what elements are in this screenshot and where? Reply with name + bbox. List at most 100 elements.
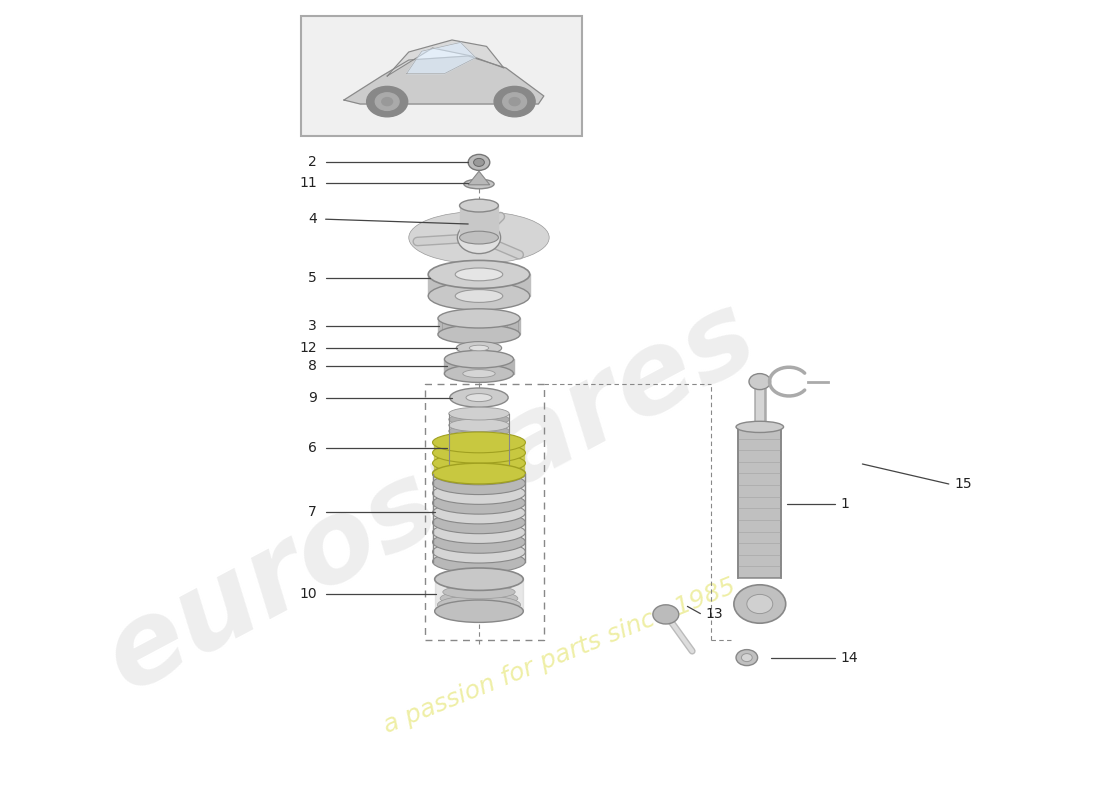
- Ellipse shape: [455, 290, 503, 302]
- Polygon shape: [434, 579, 524, 611]
- Circle shape: [741, 654, 752, 662]
- Ellipse shape: [450, 388, 508, 407]
- Polygon shape: [444, 359, 514, 374]
- Ellipse shape: [449, 413, 509, 426]
- Circle shape: [382, 98, 393, 106]
- Ellipse shape: [443, 586, 515, 598]
- Ellipse shape: [449, 459, 509, 472]
- Ellipse shape: [432, 550, 526, 573]
- Ellipse shape: [432, 472, 526, 494]
- Polygon shape: [387, 40, 504, 76]
- Text: 9: 9: [308, 390, 317, 405]
- Circle shape: [503, 93, 527, 110]
- Ellipse shape: [438, 325, 520, 344]
- Ellipse shape: [463, 370, 495, 378]
- Ellipse shape: [428, 261, 530, 289]
- Text: eurospares: eurospares: [87, 278, 774, 714]
- Polygon shape: [407, 42, 475, 74]
- Ellipse shape: [449, 407, 509, 420]
- Ellipse shape: [456, 342, 502, 354]
- Ellipse shape: [432, 482, 526, 504]
- Ellipse shape: [444, 365, 514, 382]
- Circle shape: [509, 98, 520, 106]
- Text: 1: 1: [840, 497, 849, 511]
- Polygon shape: [433, 442, 525, 453]
- Ellipse shape: [444, 350, 514, 368]
- Ellipse shape: [432, 502, 526, 524]
- Polygon shape: [432, 474, 526, 562]
- Text: 15: 15: [954, 477, 971, 491]
- Polygon shape: [344, 56, 543, 104]
- Circle shape: [458, 222, 500, 254]
- Text: 13: 13: [706, 606, 724, 621]
- Ellipse shape: [438, 309, 520, 328]
- Ellipse shape: [432, 492, 526, 514]
- Text: a passion for parts since 1985: a passion for parts since 1985: [381, 574, 739, 738]
- Ellipse shape: [438, 595, 520, 614]
- Ellipse shape: [432, 453, 526, 474]
- Circle shape: [469, 154, 490, 170]
- Circle shape: [474, 158, 484, 166]
- Circle shape: [747, 594, 772, 614]
- Polygon shape: [433, 453, 525, 463]
- Ellipse shape: [455, 268, 503, 281]
- Ellipse shape: [449, 436, 509, 449]
- Bar: [300, 16, 582, 136]
- Text: 2: 2: [308, 155, 317, 170]
- Ellipse shape: [460, 231, 498, 244]
- Text: 11: 11: [299, 176, 317, 190]
- Ellipse shape: [432, 432, 526, 453]
- Polygon shape: [469, 171, 490, 185]
- Ellipse shape: [434, 568, 524, 590]
- Circle shape: [366, 86, 408, 117]
- Ellipse shape: [449, 448, 509, 461]
- Polygon shape: [449, 414, 509, 478]
- Text: 12: 12: [299, 341, 317, 355]
- Polygon shape: [428, 274, 530, 296]
- Ellipse shape: [460, 199, 498, 212]
- Text: 6: 6: [308, 441, 317, 455]
- Circle shape: [736, 650, 758, 666]
- Circle shape: [734, 585, 785, 623]
- Ellipse shape: [434, 601, 524, 622]
- Ellipse shape: [448, 574, 509, 584]
- Text: 3: 3: [308, 319, 317, 334]
- Ellipse shape: [432, 511, 526, 534]
- Circle shape: [653, 605, 679, 624]
- Polygon shape: [433, 463, 525, 474]
- Ellipse shape: [434, 600, 524, 622]
- Ellipse shape: [449, 425, 509, 438]
- Ellipse shape: [470, 346, 488, 351]
- Polygon shape: [438, 318, 520, 334]
- Circle shape: [749, 374, 771, 390]
- Polygon shape: [460, 206, 498, 238]
- Polygon shape: [738, 427, 781, 578]
- Ellipse shape: [432, 442, 526, 463]
- Text: 14: 14: [840, 650, 858, 665]
- Ellipse shape: [446, 580, 513, 591]
- Ellipse shape: [449, 430, 509, 443]
- Ellipse shape: [432, 541, 526, 563]
- Ellipse shape: [440, 590, 518, 606]
- Ellipse shape: [432, 463, 526, 484]
- Ellipse shape: [449, 419, 509, 432]
- Ellipse shape: [449, 466, 509, 478]
- Circle shape: [494, 86, 535, 117]
- Ellipse shape: [428, 282, 530, 310]
- Ellipse shape: [736, 422, 783, 433]
- Text: 7: 7: [308, 505, 317, 519]
- Ellipse shape: [464, 179, 494, 189]
- Text: 4: 4: [308, 212, 317, 226]
- Ellipse shape: [432, 531, 526, 554]
- Ellipse shape: [432, 462, 526, 485]
- Ellipse shape: [449, 471, 509, 484]
- Ellipse shape: [466, 394, 492, 402]
- Ellipse shape: [432, 521, 526, 543]
- Ellipse shape: [409, 212, 549, 264]
- Text: 5: 5: [308, 271, 317, 286]
- Text: 10: 10: [299, 586, 317, 601]
- Circle shape: [375, 93, 399, 110]
- Ellipse shape: [449, 442, 509, 455]
- Text: 8: 8: [308, 358, 317, 373]
- Ellipse shape: [449, 454, 509, 466]
